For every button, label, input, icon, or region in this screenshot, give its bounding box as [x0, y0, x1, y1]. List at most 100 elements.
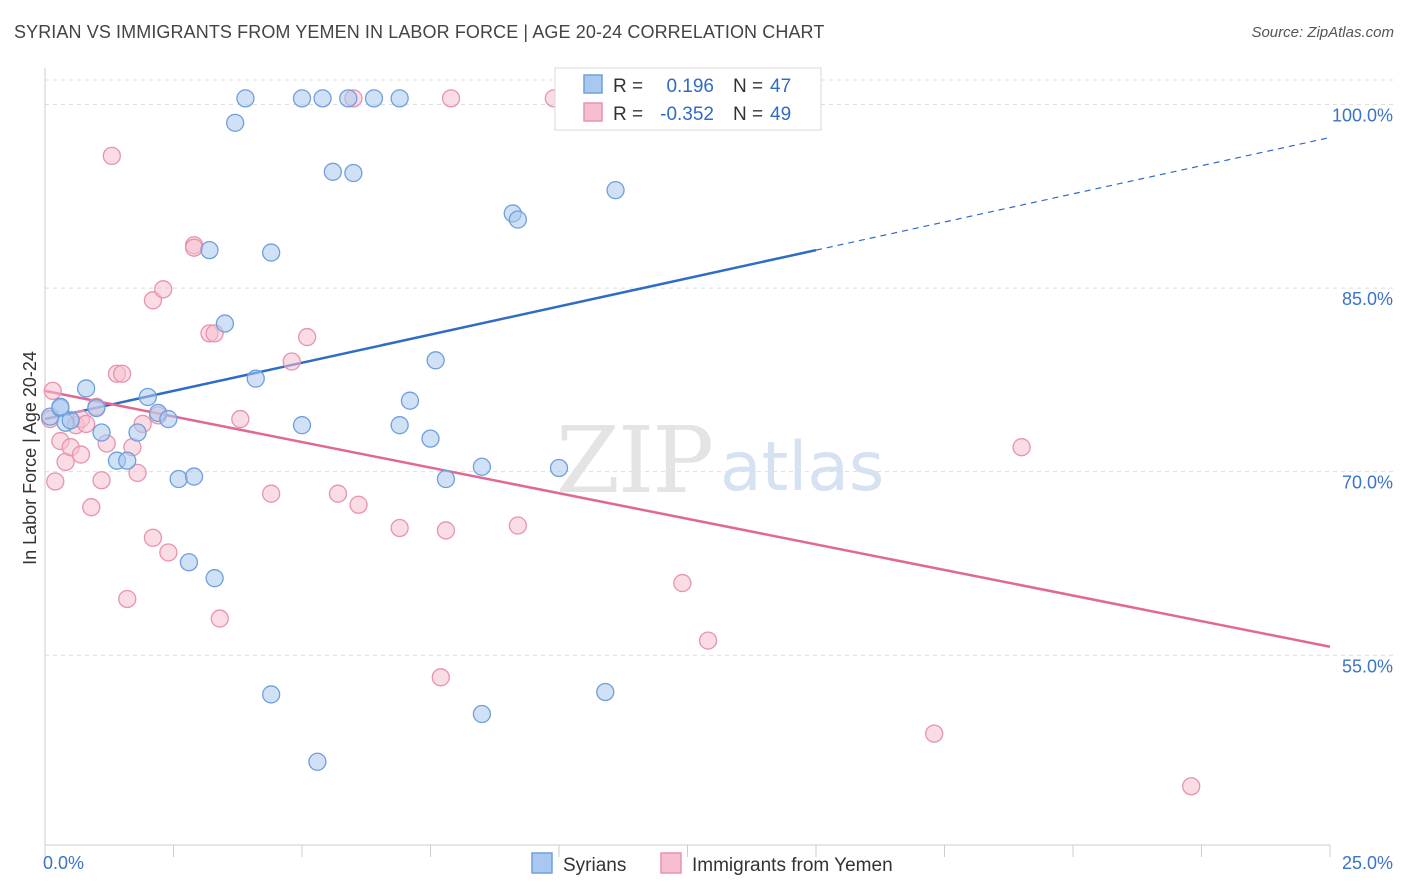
syrians-point	[262, 243, 281, 262]
syrians-point	[200, 240, 219, 260]
yemen-point	[297, 327, 317, 347]
axes	[44, 68, 1331, 857]
syrians-point	[169, 469, 188, 489]
yemen-point	[210, 609, 229, 628]
syrians-point	[292, 416, 312, 435]
syrians-point	[308, 752, 327, 771]
syrians-point	[92, 423, 111, 442]
yemen-point	[282, 352, 301, 371]
bottom-legend-swatch-syrians	[531, 852, 553, 874]
yemen-point	[431, 668, 450, 687]
syrians-point	[128, 423, 147, 442]
yemen-point	[925, 724, 944, 743]
syrians-point	[508, 210, 528, 229]
syrians-point	[400, 391, 420, 410]
yemen-point	[46, 472, 65, 491]
legend-r-value-syrians: 0.196	[666, 76, 714, 97]
yemen-point	[673, 573, 692, 593]
syrians-point	[596, 682, 615, 702]
legend-n-value-syrians: 47	[770, 76, 791, 97]
source-label: Source: ZipAtlas.com	[1251, 24, 1394, 41]
syrians-point	[472, 457, 492, 476]
y-tick-label: 55.0%	[1342, 656, 1393, 676]
syrians-point	[205, 569, 224, 588]
syrians-point	[138, 387, 157, 407]
yemen-trend-line	[44, 389, 1331, 648]
syrians-point	[323, 162, 342, 181]
series-legend: Syrians Immigrants from Yemen	[531, 852, 893, 876]
y-tick-label: 100.0%	[1332, 105, 1393, 125]
x-tick-label-min: 0.0%	[43, 853, 84, 873]
yemen-point	[1182, 777, 1201, 796]
legend-swatch-syrians	[583, 74, 603, 94]
syrians-point	[472, 704, 492, 724]
syrians-point	[118, 451, 137, 470]
trend-lines	[44, 136, 1331, 648]
syrians-point	[246, 369, 265, 388]
yemen-point	[508, 516, 528, 535]
syrians-point	[390, 416, 409, 435]
syrians-point	[390, 89, 409, 108]
syrians-point	[313, 89, 332, 108]
y-tick-label: 70.0%	[1342, 473, 1393, 493]
syrians-point	[262, 685, 281, 704]
syrians-point	[159, 409, 178, 429]
syrians-point	[421, 429, 440, 448]
syrians-point	[179, 553, 199, 572]
syrians-point	[344, 163, 363, 183]
x-tick-label-max: 25.0%	[1342, 853, 1393, 873]
legend-r-label-syrians: R =	[613, 76, 643, 97]
syrians-point	[339, 89, 358, 108]
yemen-point	[143, 528, 163, 547]
syrians-point	[76, 379, 96, 398]
watermark: ZIP atlas	[556, 407, 884, 514]
stats-legend: R = 0.196 N = 47 R = -0.352 N = 49	[554, 67, 822, 131]
yemen-point	[698, 631, 718, 650]
syrians-trend-extension	[815, 136, 1331, 251]
yemen-point	[1012, 438, 1031, 457]
yemen-point	[118, 589, 137, 609]
y-axis-label: In Labor Force | Age 20-24	[20, 351, 40, 565]
syrians-point	[606, 181, 625, 200]
syrians-point	[236, 89, 255, 108]
yemen-point	[102, 146, 121, 166]
legend-r-label-yemen: R =	[613, 104, 643, 125]
yemen-point	[154, 280, 173, 299]
yemen-point	[184, 238, 204, 257]
yemen-point	[71, 445, 91, 464]
syrians-point	[215, 314, 235, 333]
syrians-point	[184, 467, 204, 486]
yemen-point	[159, 543, 178, 562]
legend-swatch-yemen	[583, 102, 603, 122]
chart-title: SYRIAN VS IMMIGRANTS FROM YEMEN IN LABOR…	[14, 22, 825, 42]
data-points	[40, 89, 1201, 796]
syrians-point	[87, 398, 106, 418]
yemen-point	[92, 471, 111, 490]
yemen-point	[43, 381, 62, 401]
yemen-point	[436, 521, 456, 540]
watermark-atlas: atlas	[720, 428, 884, 507]
watermark-zip: ZIP	[556, 407, 712, 514]
syrians-point	[436, 469, 456, 489]
syrians-point	[426, 351, 445, 370]
yemen-point	[328, 484, 348, 503]
yemen-point	[441, 89, 461, 108]
bottom-legend-swatch-yemen	[660, 852, 682, 874]
legend-r-value-yemen: -0.352	[660, 104, 714, 125]
y-tick-labels: 55.0% 70.0% 85.0% 100.0%	[1332, 105, 1393, 676]
yemen-point	[76, 414, 96, 434]
legend-n-label-syrians: N =	[733, 76, 763, 97]
syrians-point	[292, 89, 312, 108]
yemen-point	[82, 498, 101, 517]
yemen-point	[112, 364, 132, 383]
syrians-point	[549, 458, 569, 478]
legend-n-value-yemen: 49	[770, 104, 791, 125]
syrians-trend-line	[44, 248, 817, 421]
syrians-point	[364, 89, 384, 108]
yemen-point	[262, 484, 281, 503]
bottom-legend-yemen: Immigrants from Yemen	[692, 855, 893, 876]
y-tick-label: 85.0%	[1342, 289, 1393, 309]
syrians-point	[61, 411, 80, 430]
yemen-point	[231, 409, 250, 429]
